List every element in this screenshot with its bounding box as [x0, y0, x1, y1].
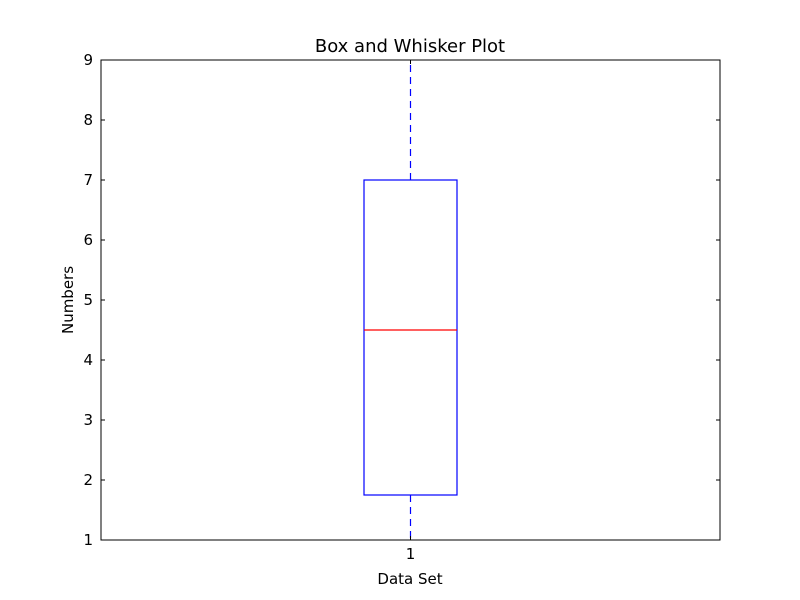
box-iqr	[363, 179, 458, 496]
y-tick-label: 4	[83, 351, 93, 369]
y-tick-label: 6	[83, 231, 93, 249]
y-tick-label: 7	[83, 171, 93, 189]
y-tick-label: 2	[83, 471, 93, 489]
y-axis-label: Numbers	[59, 266, 77, 334]
y-axis: 1 2 3 4 5 6 7 8 9	[83, 51, 720, 549]
y-tick-label: 8	[83, 111, 93, 129]
x-axis-label: Data Set	[377, 570, 442, 588]
chart-title: Box and Whisker Plot	[315, 36, 505, 57]
y-tick-label: 1	[83, 531, 93, 549]
y-tick-label: 9	[83, 51, 93, 69]
x-axis: 1	[406, 60, 416, 563]
plot-area	[363, 59, 458, 541]
x-tick-label: 1	[406, 545, 416, 563]
y-tick-label: 5	[83, 291, 93, 309]
y-tick-label: 3	[83, 411, 93, 429]
